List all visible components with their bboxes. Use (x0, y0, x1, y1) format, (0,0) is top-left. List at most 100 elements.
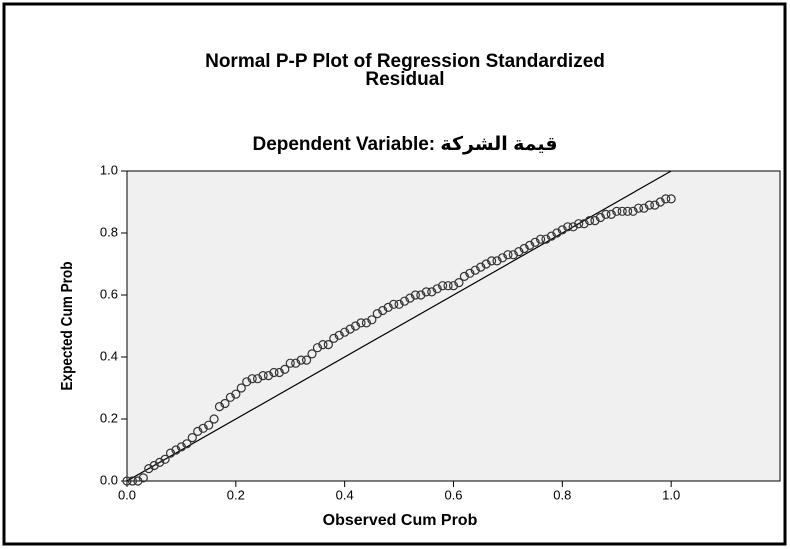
data-point (633, 203, 644, 213)
data-point (563, 222, 573, 232)
data-point (525, 240, 535, 250)
data-point (372, 309, 382, 319)
data-point (127, 476, 138, 486)
data-point (405, 293, 415, 303)
data-point (421, 287, 431, 297)
data-point (165, 448, 176, 458)
data-point (242, 377, 252, 387)
data-point (584, 216, 595, 226)
data-point (410, 290, 421, 300)
data-point (334, 330, 344, 340)
data-point (323, 340, 333, 350)
data-point (307, 349, 317, 359)
data-point (133, 476, 143, 486)
data-point (650, 200, 660, 210)
data-point (666, 194, 676, 204)
data-point (514, 247, 524, 257)
x-tick-label: 1.0 (662, 487, 680, 502)
data-point (541, 234, 551, 244)
data-point (356, 318, 366, 328)
data-point (530, 237, 540, 247)
data-point (427, 287, 437, 297)
data-point (623, 206, 633, 216)
data-point (394, 299, 404, 309)
data-point (481, 259, 491, 269)
data-point (546, 231, 557, 241)
data-point (574, 219, 584, 229)
data-point (236, 383, 246, 393)
data-point (552, 228, 562, 238)
data-point (612, 206, 622, 216)
data-point (122, 476, 132, 486)
data-point (269, 367, 279, 378)
data-point (258, 371, 268, 381)
data-point (318, 340, 328, 350)
data-point (193, 426, 203, 436)
data-point (416, 290, 426, 300)
data-point (253, 374, 263, 384)
data-point (160, 454, 170, 464)
plot-area (126, 170, 781, 482)
data-point (149, 460, 159, 471)
data-point (661, 194, 671, 204)
y-tick-label: 0.4 (100, 348, 118, 363)
data-point (345, 324, 355, 334)
data-point (214, 402, 225, 412)
x-axis-label: Observed Cum Prob (323, 512, 478, 529)
data-point (443, 281, 453, 291)
chart-title: Residual (365, 69, 444, 90)
data-point (340, 327, 350, 337)
data-point (470, 265, 480, 275)
data-point (448, 281, 459, 291)
data-point (389, 299, 399, 309)
data-point (628, 206, 638, 216)
data-point (508, 250, 518, 260)
data-point (595, 212, 606, 223)
data-point (486, 256, 497, 266)
data-point (617, 206, 627, 216)
data-point (176, 442, 187, 452)
data-point (644, 200, 655, 210)
data-point (535, 234, 546, 244)
x-tick-label: 0.2 (227, 487, 245, 502)
data-point (519, 243, 529, 254)
data-point (432, 284, 442, 294)
data-point (329, 333, 339, 343)
x-tick-label: 0.6 (444, 487, 462, 502)
data-point (291, 358, 301, 368)
y-tick-label: 0.0 (100, 472, 118, 487)
data-point (231, 389, 241, 399)
y-tick-label: 0.2 (100, 410, 118, 425)
data-point (155, 457, 165, 467)
data-point (144, 464, 154, 474)
x-tick-label: 0.4 (336, 487, 354, 502)
data-point (606, 209, 616, 219)
data-point (209, 414, 219, 424)
data-point (220, 398, 230, 409)
data-point (579, 219, 589, 229)
data-point (655, 197, 665, 207)
data-point (350, 321, 361, 331)
data-point (639, 203, 649, 213)
data-point (399, 296, 410, 306)
x-tick-label: 0.8 (553, 487, 571, 502)
data-point (465, 268, 475, 278)
data-point (557, 225, 567, 235)
data-point (459, 271, 469, 281)
data-point (138, 473, 148, 483)
data-point (361, 318, 372, 328)
data-point (601, 209, 611, 219)
data-point (492, 256, 502, 266)
data-point (182, 439, 192, 449)
data-point (497, 253, 508, 263)
data-point (187, 433, 197, 443)
data-point (454, 278, 464, 288)
data-point (171, 445, 181, 455)
chart-title: Normal P-P Plot of Regression Standardiz… (205, 51, 605, 72)
data-point (280, 364, 290, 374)
data-point (296, 355, 306, 365)
data-point (247, 374, 257, 384)
y-axis-label: Expected Cum Prob (59, 261, 76, 390)
data-point (301, 355, 312, 365)
